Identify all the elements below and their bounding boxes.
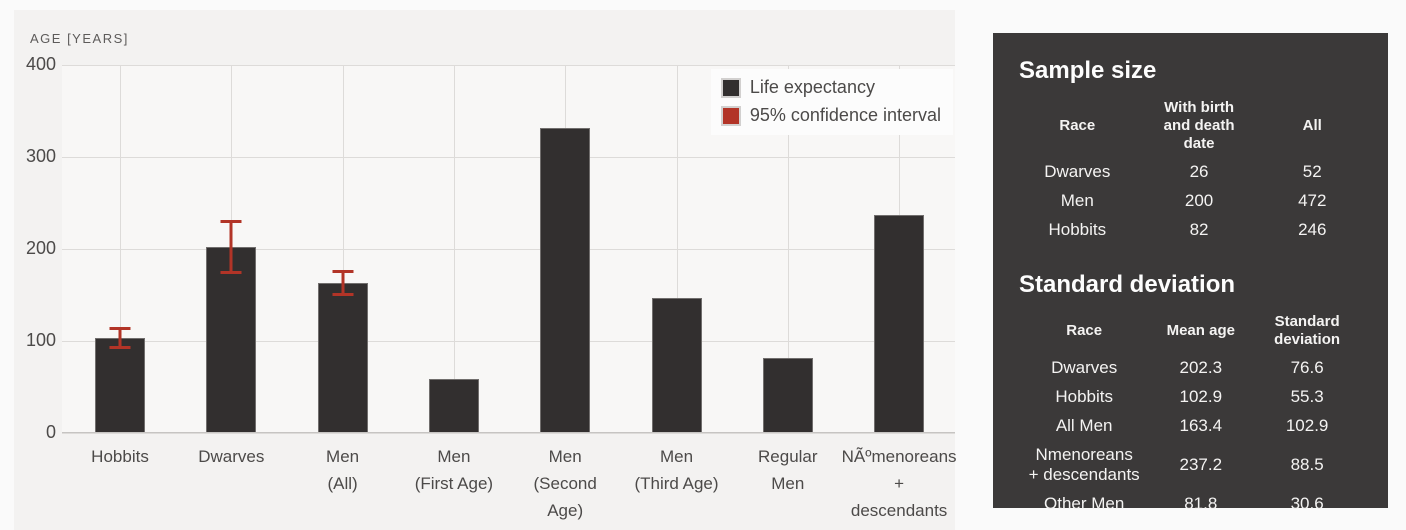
table-cell: 102.9 xyxy=(1285,416,1329,435)
x-tick-label: Men (Second Age) xyxy=(533,447,597,520)
table-cell: 472 xyxy=(1298,191,1327,210)
error-bar-stem xyxy=(341,269,345,296)
table-row: Dwarves 26 52 xyxy=(1019,158,1362,187)
y-tick-label: 0 xyxy=(45,422,56,442)
table-cell: 30.6 xyxy=(1290,494,1324,513)
stats-panel: Sample size Race With birth and death dat… xyxy=(993,33,1388,513)
legend: Life expectancy 95% confidence interval xyxy=(710,69,953,135)
legend-label: Life expectancy xyxy=(749,77,875,97)
error-bar-cap-top xyxy=(220,219,242,223)
gridline-vertical xyxy=(342,65,344,433)
table-cell: 200 xyxy=(1184,191,1214,210)
y-tick-label: 400 xyxy=(25,54,56,74)
table-cell: 55.3 xyxy=(1290,387,1324,406)
error-bar-stem xyxy=(118,327,122,350)
table-cell: Other Men xyxy=(1044,494,1125,513)
table-cell: 26 xyxy=(1189,162,1209,181)
bar-men xyxy=(317,282,368,433)
gridline-horizontal xyxy=(62,433,955,434)
gridline-horizontal xyxy=(62,157,955,158)
table-cell: 88.5 xyxy=(1290,455,1324,474)
x-tick-label: Regular Men xyxy=(758,447,818,493)
error-bar-cap-bottom xyxy=(332,292,354,296)
x-tick-label: Hobbits xyxy=(91,447,149,466)
table-cell: 76.6 xyxy=(1290,358,1324,377)
bar-hobbits xyxy=(95,338,145,433)
table-cell: Dwarves xyxy=(1044,162,1111,181)
x-tick-label: Men (First Age) xyxy=(414,447,494,493)
legend-label: 95% confidence interval xyxy=(749,105,941,125)
table-row: Nmenoreans + descendants 237.2 88.5 xyxy=(1019,441,1362,490)
table-cell: Men xyxy=(1060,191,1094,210)
column-header: All xyxy=(1302,117,1322,134)
table-row: Other Men 81.8 30.6 xyxy=(1019,490,1362,519)
table-header-row: Race With birth and death date All xyxy=(1019,97,1362,158)
chart-card: AGE [YEARS] Life expectancy 95% confidenc… xyxy=(14,10,957,530)
table-cell: 52 xyxy=(1302,162,1322,181)
bar-men xyxy=(540,127,591,433)
table-cell: 237.2 xyxy=(1179,455,1223,474)
table-cell: Hobbits xyxy=(1055,387,1113,406)
column-header: Race xyxy=(1059,117,1096,134)
gridline-vertical xyxy=(120,65,121,433)
bar-men xyxy=(428,378,479,433)
table-cell: 102.9 xyxy=(1179,387,1223,406)
x-tick-label: Men (All) xyxy=(326,447,360,493)
bar-regular xyxy=(762,357,813,433)
error-bar xyxy=(332,269,354,296)
y-tick-label: 300 xyxy=(25,146,56,166)
bar-men xyxy=(651,297,702,433)
y-tick-label: 200 xyxy=(25,238,56,258)
plot-area: Life expectancy 95% confidence interval xyxy=(62,65,955,434)
x-tick-label: Dwarves xyxy=(198,447,265,466)
legend-item-life-expectancy: Life expectancy xyxy=(720,77,941,98)
bar-n-menoreans xyxy=(874,214,925,433)
x-tick-label: NÃºmenoreans + descendants xyxy=(841,447,957,520)
error-bar-stem xyxy=(229,219,233,274)
gridline-vertical xyxy=(453,65,455,433)
bar-dwarves xyxy=(206,246,257,433)
table-row: Hobbits 82 246 xyxy=(1019,216,1362,245)
table-row: Dwarves 202.3 76.6 xyxy=(1019,354,1362,383)
table-row: All Men 163.4 102.9 xyxy=(1019,412,1362,441)
legend-item-confidence-interval: 95% confidence interval xyxy=(720,105,941,126)
y-tick-label: 100 xyxy=(25,330,56,350)
std-dev-table: Race Mean age Standard deviation Dwarves 202… xyxy=(1019,311,1362,519)
table-cell: Dwarves xyxy=(1051,358,1118,377)
std-dev-title: Standard deviation xyxy=(1019,271,1236,298)
table-row: Hobbits 102.9 55.3 xyxy=(1019,383,1362,412)
table-cell: 81.8 xyxy=(1184,494,1218,513)
x-tick-label: Men (Third Age) xyxy=(634,447,719,493)
gridline-horizontal xyxy=(62,249,955,250)
error-bar-cap-bottom xyxy=(220,270,242,274)
column-header: Race xyxy=(1066,322,1103,339)
table-cell: Nmenoreans + descendants xyxy=(1028,445,1140,484)
confidence-interval-swatch xyxy=(720,105,741,126)
error-bar-cap-bottom xyxy=(109,346,131,350)
table-row: Men 200 472 xyxy=(1019,187,1362,216)
table-cell: 246 xyxy=(1298,220,1327,239)
error-bar xyxy=(109,327,131,350)
gridline-horizontal xyxy=(62,341,955,342)
gridline-horizontal xyxy=(62,65,955,66)
column-header: Standard deviation xyxy=(1274,313,1341,348)
sample-size-table: Race With birth and death date All Dwarves 2… xyxy=(1019,97,1362,245)
error-bar xyxy=(220,219,242,274)
column-header: With birth and death date xyxy=(1163,99,1235,152)
column-header: Mean age xyxy=(1166,322,1235,339)
table-cell: Hobbits xyxy=(1048,220,1107,239)
table-cell: 202.3 xyxy=(1179,358,1223,377)
table-cell: 163.4 xyxy=(1179,416,1223,435)
error-bar-cap-top xyxy=(109,327,131,331)
sample-size-title: Sample size xyxy=(1019,57,1157,84)
life-expectancy-swatch xyxy=(720,77,741,98)
x-axis-line xyxy=(62,432,955,433)
error-bar-cap-top xyxy=(332,269,354,273)
gridline-vertical xyxy=(787,65,789,433)
y-axis-title: AGE [YEARS] xyxy=(30,31,129,46)
table-cell: 82 xyxy=(1189,220,1209,239)
table-header-row: Race Mean age Standard deviation xyxy=(1019,311,1362,354)
gridline-vertical xyxy=(676,65,678,433)
table-cell: All Men xyxy=(1055,416,1113,435)
